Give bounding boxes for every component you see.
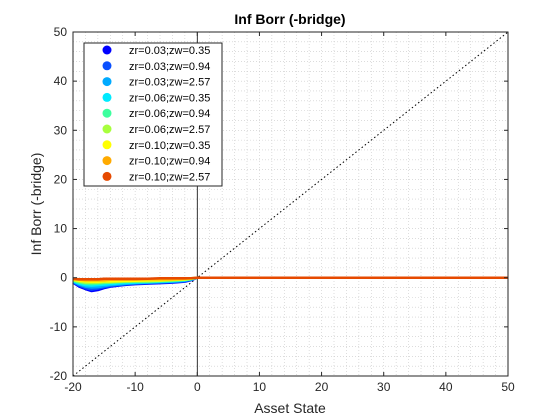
x-axis-label: Asset State — [254, 400, 326, 416]
x-tick-label: 50 — [501, 380, 515, 394]
y-axis-label: Inf Borr (-bridge) — [28, 153, 44, 256]
legend-label: zr=0.03;zw=0.94 — [129, 61, 210, 73]
legend-marker — [102, 156, 112, 166]
legend-marker — [102, 140, 112, 150]
tick-marks — [72, 31, 509, 377]
y-tick-label: -10 — [50, 320, 68, 334]
y-tick-labels: -20 -10 0 10 20 30 40 50 — [50, 25, 68, 383]
legend-marker — [102, 124, 112, 134]
y-tick-label: 0 — [60, 271, 67, 285]
series-line-9 — [72, 276, 508, 281]
legend-marker — [102, 108, 112, 118]
legend-marker — [102, 61, 112, 71]
x-tick-label: 40 — [439, 380, 453, 394]
y-tick-label: 20 — [54, 172, 68, 186]
x-tick-label: 0 — [194, 380, 201, 394]
series-group — [72, 276, 508, 293]
legend-label: zr=0.03;zw=0.35 — [129, 45, 210, 57]
y-tick-label: 30 — [54, 123, 68, 137]
legend-marker — [102, 171, 112, 181]
legend-label: zr=0.10;zw=0.94 — [129, 156, 210, 168]
legend-label: zr=0.10;zw=0.35 — [129, 140, 210, 152]
y-tick-label: 40 — [54, 74, 68, 88]
chart-title: Inf Borr (-bridge) — [234, 11, 345, 27]
x-tick-label: 30 — [377, 380, 391, 394]
legend-label: zr=0.10;zw=2.57 — [129, 171, 210, 183]
y-tick-label: 50 — [54, 25, 68, 39]
x-tick-label: 10 — [253, 380, 267, 394]
x-tick-labels: -20 -10 0 10 20 30 40 50 — [64, 380, 515, 394]
y-tick-label: -20 — [50, 369, 68, 383]
legend-label: zr=0.06;zw=2.57 — [129, 124, 210, 136]
axes-box — [72, 31, 509, 377]
legend: zr=0.03;zw=0.35 zr=0.03;zw=0.94 zr=0.03;zw… — [83, 42, 223, 187]
legend-label: zr=0.06;zw=0.94 — [129, 108, 210, 120]
x-tick-label: -10 — [126, 380, 144, 394]
x-tick-label: 20 — [315, 380, 329, 394]
diagonal-reference-line — [72, 31, 509, 377]
legend-marker — [102, 45, 112, 55]
legend-marker — [102, 92, 112, 102]
legend-marker — [102, 77, 112, 87]
legend-label: zr=0.03;zw=2.57 — [129, 77, 210, 89]
legend-label: zr=0.06;zw=0.35 — [129, 92, 210, 104]
y-tick-label: 10 — [54, 222, 68, 236]
x-tick-label: -20 — [64, 380, 82, 394]
